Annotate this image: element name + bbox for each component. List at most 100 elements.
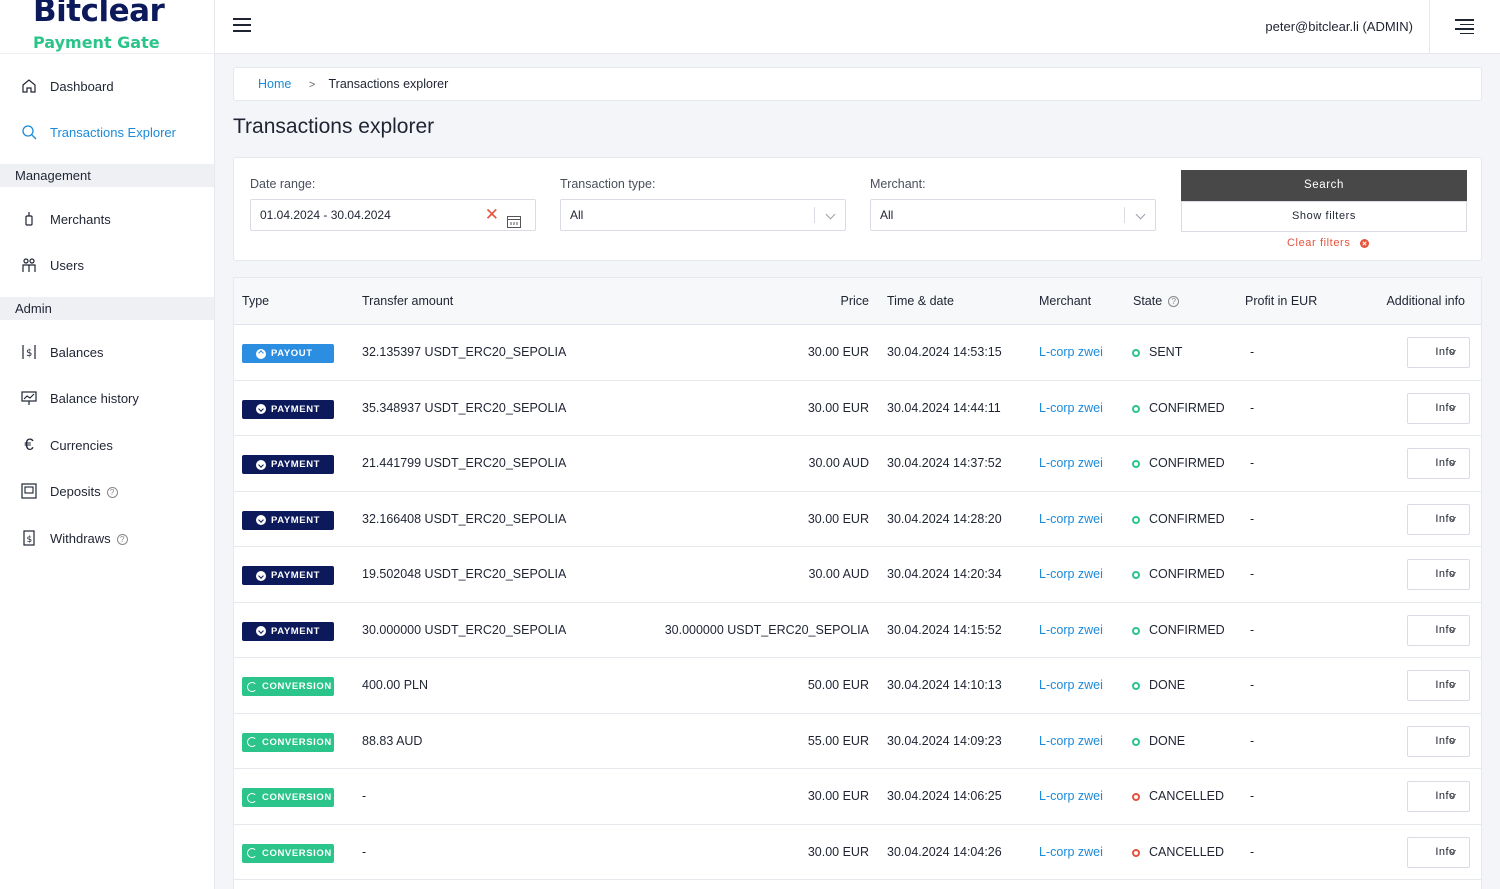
euro-icon: €: [24, 435, 34, 454]
section-admin: Admin: [0, 297, 214, 320]
sidebar-item-label: Deposits?: [50, 484, 118, 499]
merchant-link[interactable]: L-corp zwei: [1039, 400, 1103, 415]
col-info: Additional info: [1386, 294, 1465, 308]
col-type: Type: [242, 294, 270, 308]
info-dropdown-button[interactable]: Info: [1407, 448, 1470, 479]
help-icon[interactable]: ?: [1168, 296, 1180, 308]
chevron-down-icon: [1135, 209, 1146, 220]
merchant-label: Merchant:: [870, 177, 926, 191]
sidebar-item-label: Withdraws?: [50, 531, 128, 546]
merchant-link[interactable]: L-corp zwei: [1039, 456, 1103, 470]
sidebar-item-users[interactable]: Users: [0, 245, 214, 285]
deposits-icon: [20, 482, 38, 500]
user-account[interactable]: peter@bitclear.li (ADMIN): [1265, 19, 1413, 34]
payment-icon: [256, 515, 266, 525]
state-label: DONE: [1149, 733, 1186, 748]
state-status-icon: [1132, 682, 1140, 690]
col-state-label: State: [1133, 294, 1163, 308]
clear-filters-label: Clear filters: [1287, 237, 1351, 249]
logo[interactable]: Bitclear Payment Gate: [0, 0, 214, 54]
transaction-type-select[interactable]: All: [560, 199, 846, 231]
type-label: CONVERSION: [262, 736, 332, 748]
sidebar-item-balances[interactable]: $ Balances: [0, 332, 214, 372]
merchant-link[interactable]: L-corp zwei: [1039, 622, 1103, 637]
time-date: 30.04.2024 14:28:20: [887, 511, 1002, 526]
calendar-icon[interactable]: [507, 209, 521, 239]
type-label: CONVERSION: [262, 681, 332, 692]
help-icon[interactable]: ?: [116, 533, 128, 545]
state-status-icon: [1132, 571, 1140, 579]
transfer-amount: -: [362, 844, 367, 859]
state-label: SENT: [1149, 345, 1183, 359]
search-button[interactable]: Search: [1181, 170, 1467, 201]
merchant-link[interactable]: L-corp zwei: [1039, 511, 1103, 526]
price: 30.000000 USDT_ERC20_SEPOLIA: [664, 622, 869, 637]
transfer-amount: 30.000000 USDT_ERC20_SEPOLIA: [362, 622, 567, 637]
breadcrumb-current: Transactions explorer: [328, 77, 449, 91]
sidebar-item-label: Merchants: [50, 211, 111, 227]
sidebar-item-merchants[interactable]: Merchants: [0, 199, 214, 239]
profit-value: -: [1250, 622, 1255, 637]
breadcrumb-home[interactable]: Home: [258, 77, 292, 91]
info-dropdown-button[interactable]: Info: [1407, 725, 1470, 757]
info-dropdown-button[interactable]: Info: [1407, 614, 1470, 646]
price: 55.00 EUR: [807, 733, 869, 748]
hamburger-menu-icon[interactable]: [233, 18, 251, 34]
merchant-link[interactable]: L-corp zwei: [1039, 844, 1103, 859]
info-label: Info: [1435, 734, 1456, 747]
deposits-label: Deposits: [50, 483, 101, 499]
state-status-icon: [1132, 793, 1140, 801]
transfer-amount: 88.83 AUD: [362, 733, 423, 748]
select-divider: [1124, 207, 1125, 223]
info-dropdown-button[interactable]: Info: [1407, 781, 1470, 812]
top-header: peter@bitclear.li (ADMIN): [215, 0, 1500, 54]
show-filters-button[interactable]: Show filters: [1181, 201, 1467, 232]
state-status-icon: [1132, 349, 1140, 357]
type-label: PAYOUT: [271, 348, 313, 359]
info-label: Info: [1435, 512, 1456, 525]
logo-sub: Payment Gate: [33, 33, 160, 52]
sidebar-item-label: Balances: [50, 344, 104, 360]
state-label: CONFIRMED: [1149, 567, 1225, 581]
profit-value: -: [1250, 678, 1255, 692]
clear-filters-button[interactable]: Clear filters: [1287, 237, 1370, 249]
clear-date-icon[interactable]: ✕: [484, 205, 499, 224]
date-range-input[interactable]: 01.04.2024 - 30.04.2024 ✕: [250, 199, 536, 231]
info-dropdown-button[interactable]: Info: [1407, 670, 1470, 701]
info-dropdown-button[interactable]: Info: [1407, 392, 1470, 424]
header-divider: [1429, 0, 1430, 54]
sidebar-item-transactions-explorer[interactable]: Transactions Explorer: [0, 112, 214, 152]
profit-value: -: [1250, 844, 1255, 859]
payment-icon: [256, 459, 266, 470]
sidebar-item-deposits[interactable]: Deposits?: [0, 471, 214, 511]
right-menu-icon[interactable]: [1455, 19, 1474, 34]
info-dropdown-button[interactable]: Info: [1407, 337, 1470, 368]
table-row: PAYOUT 32.135397 USDT_ERC20_SEPOLIA 30.00 …: [234, 325, 1481, 381]
sidebar: Bitclear Payment Gate Dashboard Transact…: [0, 0, 215, 889]
transfer-amount: 32.166408 USDT_ERC20_SEPOLIA: [362, 511, 567, 526]
time-date: 30.04.2024 14:15:52: [887, 622, 1002, 637]
merchant-link[interactable]: L-corp zwei: [1039, 733, 1103, 748]
price: 30.00 AUD: [808, 456, 869, 470]
time-date: 30.04.2024 14:37:52: [887, 456, 1002, 470]
sidebar-item-withdraws[interactable]: $ Withdraws?: [0, 518, 214, 558]
table-row: CONVERSION 400.00 PLN 50.00 EUR 30.04.2024 …: [234, 658, 1481, 714]
info-dropdown-button[interactable]: Info: [1407, 559, 1470, 590]
table-row: PAYMENT 35.348937 USDT_ERC20_SEPOLIA 30.00…: [234, 381, 1481, 436]
help-icon[interactable]: ?: [106, 486, 118, 498]
sidebar-item-dashboard[interactable]: Dashboard: [0, 66, 214, 106]
sidebar-item-currencies[interactable]: € Currencies: [0, 425, 214, 465]
info-dropdown-button[interactable]: Info: [1407, 503, 1470, 535]
state-status-icon: [1132, 460, 1140, 468]
info-dropdown-button[interactable]: Info: [1407, 836, 1470, 868]
payout-icon: [256, 348, 266, 359]
merchant-select[interactable]: All: [870, 199, 1156, 231]
info-label: Info: [1435, 623, 1456, 636]
sidebar-item-label: Users: [50, 257, 84, 273]
merchant-link[interactable]: L-corp zwei: [1039, 567, 1103, 581]
merchant-link[interactable]: L-corp zwei: [1039, 789, 1103, 803]
sidebar-item-balance-history[interactable]: Balance history: [0, 378, 214, 418]
merchant-link[interactable]: L-corp zwei: [1039, 678, 1103, 692]
merchant-link[interactable]: L-corp zwei: [1039, 345, 1103, 359]
state-label: CANCELLED: [1149, 789, 1225, 803]
